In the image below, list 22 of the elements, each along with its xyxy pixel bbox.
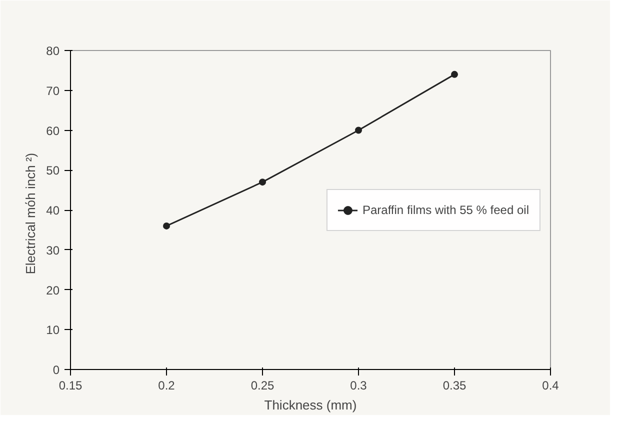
y-tick-label: 80 xyxy=(46,44,60,58)
y-tick-label: 0 xyxy=(52,363,60,377)
x-tick-label: 0.4 xyxy=(542,378,560,392)
y-tick-label: 10 xyxy=(46,323,60,338)
point xyxy=(259,178,266,186)
y-tick-label: 30 xyxy=(46,243,60,258)
x-tick-label: 0.3 xyxy=(350,378,368,392)
y-tick-label: 20 xyxy=(46,283,60,298)
y-tick-label: 40 xyxy=(46,204,60,218)
legend-label: Paraffin films with 55 % feed oil xyxy=(362,202,529,216)
y-tick-label: 50 xyxy=(46,164,60,178)
y-tick-label: 70 xyxy=(46,84,60,98)
y-axis-title: Electrical mόh inch ²) xyxy=(23,152,38,274)
x-tick-label: 0.15 xyxy=(58,378,83,392)
x-tick-label: 0.2 xyxy=(158,378,176,392)
x-tick-label: 0.25 xyxy=(250,378,275,392)
point xyxy=(451,70,458,78)
x-tick-label: 0.35 xyxy=(442,378,467,392)
point xyxy=(163,222,170,230)
point xyxy=(355,126,362,134)
y-tick-label: 60 xyxy=(46,124,60,138)
x-axis-title: Thickness (mm) xyxy=(264,398,357,412)
